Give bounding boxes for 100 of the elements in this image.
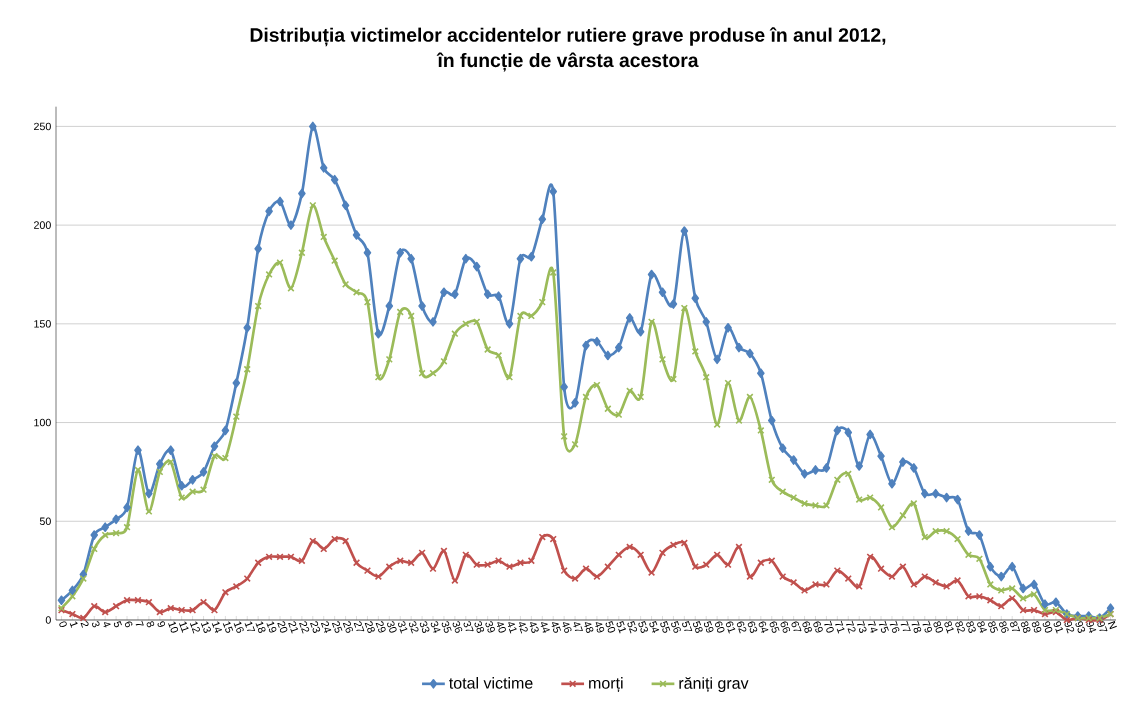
x-tick-label: 75 [878,620,889,633]
x-tick-label: 7 [135,620,144,626]
x-tick-label: 65 [769,621,780,634]
x-tick-label: 0 [59,621,67,628]
x-tick-label: 37 [463,621,474,632]
x-tick-label: 23 [310,621,321,634]
x-tick-label: 12 [189,621,200,634]
chart-title: Distribuția victimelor accidentelor rutiere grave produse în anul 2012, în funcție de vârsta acestora [250,27,886,72]
x-tick-label: 33 [419,621,430,634]
x-tick-label: 66 [780,621,791,634]
x-tick-label: 89 [1031,621,1042,633]
x-tick-label: 94 [1086,621,1097,634]
x-tick-label: 24 [320,621,332,634]
x-tick-label: 55 [660,621,671,633]
x-tick-label: 76 [889,620,900,634]
x-tick-label: 82 [955,621,965,634]
x-tick-label: 57 [682,621,693,632]
x-tick-label: 51 [616,621,627,634]
x-tick-label: 39 [485,621,495,633]
x-tick-label: 16 [233,621,244,634]
x-tick-label: 13 [200,621,211,634]
x-tick-label: 53 [638,621,648,634]
x-tick-label: 73 [856,620,867,634]
x-tick-label: 36 [452,621,463,634]
x-tick-label: 30 [387,621,397,633]
y-tick-label: 150 [34,320,51,328]
x-tick-label: 17 [244,621,256,632]
x-tick-label: 81 [944,621,954,634]
x-tick-label: 88 [1020,621,1031,634]
x-tick-label: 72 [845,620,856,634]
x-tick-label: 21 [288,621,299,634]
x-tick-label: 91 [1053,621,1064,634]
x-tick-label: 78 [911,620,922,634]
legend-label: total victime [449,677,533,689]
x-tick-label: 27 [353,621,365,632]
x-tick-label: 25 [331,621,343,634]
y-tick-label: 250 [34,122,51,131]
x-tick-label: 60 [715,621,725,633]
x-tick-label: 2 [80,621,89,628]
x-tick-label: N [1107,621,1117,630]
x-tick-label: 70 [824,620,834,633]
x-tick-label: 83 [966,621,976,634]
x-tick-label: 45 [551,622,562,633]
x-tick-label: 29 [375,621,386,633]
x-tick-label: 52 [627,621,638,634]
x-tick-label: 58 [693,621,703,634]
x-tick-label: 97 [1097,621,1108,632]
y-tick-label: 100 [34,418,51,427]
x-tick-label: 5 [113,621,122,628]
x-tick-label: 50 [605,621,616,633]
x-tick-label: 47 [573,622,583,632]
x-tick-label: 49 [595,622,605,633]
x-tick-label: 71 [835,620,845,634]
y-tick-label: 50 [39,517,51,526]
x-tick-label: 41 [507,622,517,634]
x-tick-label: 87 [1009,621,1021,632]
x-tick-label: 15 [222,621,234,633]
x-tick-label: 64 [758,621,769,634]
x-tick-label: 84 [977,621,987,634]
x-tick-label: 11 [179,621,189,633]
x-tick-label: 86 [999,621,1009,634]
x-tick-label: 92 [1064,621,1075,634]
x-tick-label: 42 [518,622,528,634]
x-tick-label: 77 [900,620,911,632]
x-tick-label: 69 [813,621,823,633]
x-tick-label: 31 [398,621,408,634]
x-tick-label: 43 [529,622,539,634]
x-tick-label: 6 [124,621,133,628]
x-tick-label: 54 [649,621,660,634]
x-tick-label: 18 [255,621,266,634]
x-tick-label: 44 [540,622,550,634]
x-tick-label: 1 [69,621,78,628]
x-tick-label: 85 [988,621,999,634]
x-tick-label: 38 [474,621,485,634]
x-tick-label: 8 [146,621,155,628]
x-tick-label: 79 [922,620,933,633]
x-tick-label: 32 [408,621,419,634]
x-tick-label: 9 [157,621,166,628]
x-tick-label: 3 [92,621,100,628]
x-tick-label: 28 [364,621,375,634]
x-tick-label: 20 [277,621,288,633]
x-tick-label: 14 [211,621,223,634]
legend-label: morți [589,677,623,693]
x-tick-label: 63 [747,621,758,634]
y-tick-label: 200 [34,221,51,230]
x-tick-label: 68 [802,621,812,634]
x-tick-label: 80 [933,621,944,633]
x-tick-label: 74 [867,620,878,634]
x-tick-label: 62 [736,621,747,634]
legend-label: răniți grav [679,677,749,693]
x-tick-label: 19 [266,621,277,633]
x-tick-label: 34 [430,621,441,634]
x-tick-label: 46 [562,622,572,634]
x-tick-label: 10 [168,621,179,633]
x-tick-label: 90 [1042,621,1053,633]
x-tick-label: 59 [703,621,714,633]
x-tick-label: 48 [584,622,594,634]
x-tick-label: 26 [342,621,353,634]
x-tick-label: 56 [671,621,681,634]
x-tick-label: 93 [1075,621,1086,634]
